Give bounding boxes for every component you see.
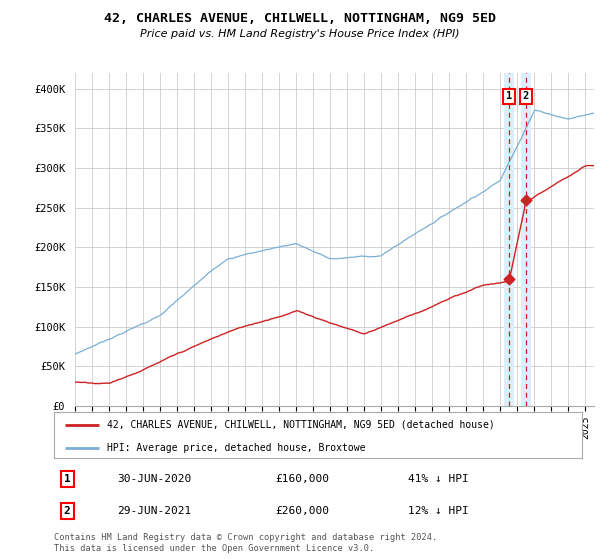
Bar	[521, 73, 531, 406]
Text: 41% ↓ HPI: 41% ↓ HPI	[408, 474, 469, 484]
Text: £260,000: £260,000	[276, 506, 330, 516]
Text: 2: 2	[64, 506, 71, 516]
Text: £160,000: £160,000	[276, 474, 330, 484]
Text: 12% ↓ HPI: 12% ↓ HPI	[408, 506, 469, 516]
Text: 1: 1	[64, 474, 71, 484]
Text: HPI: Average price, detached house, Broxtowe: HPI: Average price, detached house, Brox…	[107, 443, 365, 453]
Bar	[504, 73, 514, 406]
Text: Price paid vs. HM Land Registry's House Price Index (HPI): Price paid vs. HM Land Registry's House …	[140, 29, 460, 39]
Point	[521, 195, 531, 204]
Text: 2: 2	[523, 91, 529, 101]
Text: 29-JUN-2021: 29-JUN-2021	[118, 506, 191, 516]
Text: 1: 1	[506, 91, 512, 101]
Point	[504, 274, 514, 283]
Text: 42, CHARLES AVENUE, CHILWELL, NOTTINGHAM, NG9 5ED: 42, CHARLES AVENUE, CHILWELL, NOTTINGHAM…	[104, 12, 496, 25]
Text: 42, CHARLES AVENUE, CHILWELL, NOTTINGHAM, NG9 5ED (detached house): 42, CHARLES AVENUE, CHILWELL, NOTTINGHAM…	[107, 419, 494, 430]
Text: Contains HM Land Registry data © Crown copyright and database right 2024.
This d: Contains HM Land Registry data © Crown c…	[54, 533, 437, 553]
Text: 30-JUN-2020: 30-JUN-2020	[118, 474, 191, 484]
